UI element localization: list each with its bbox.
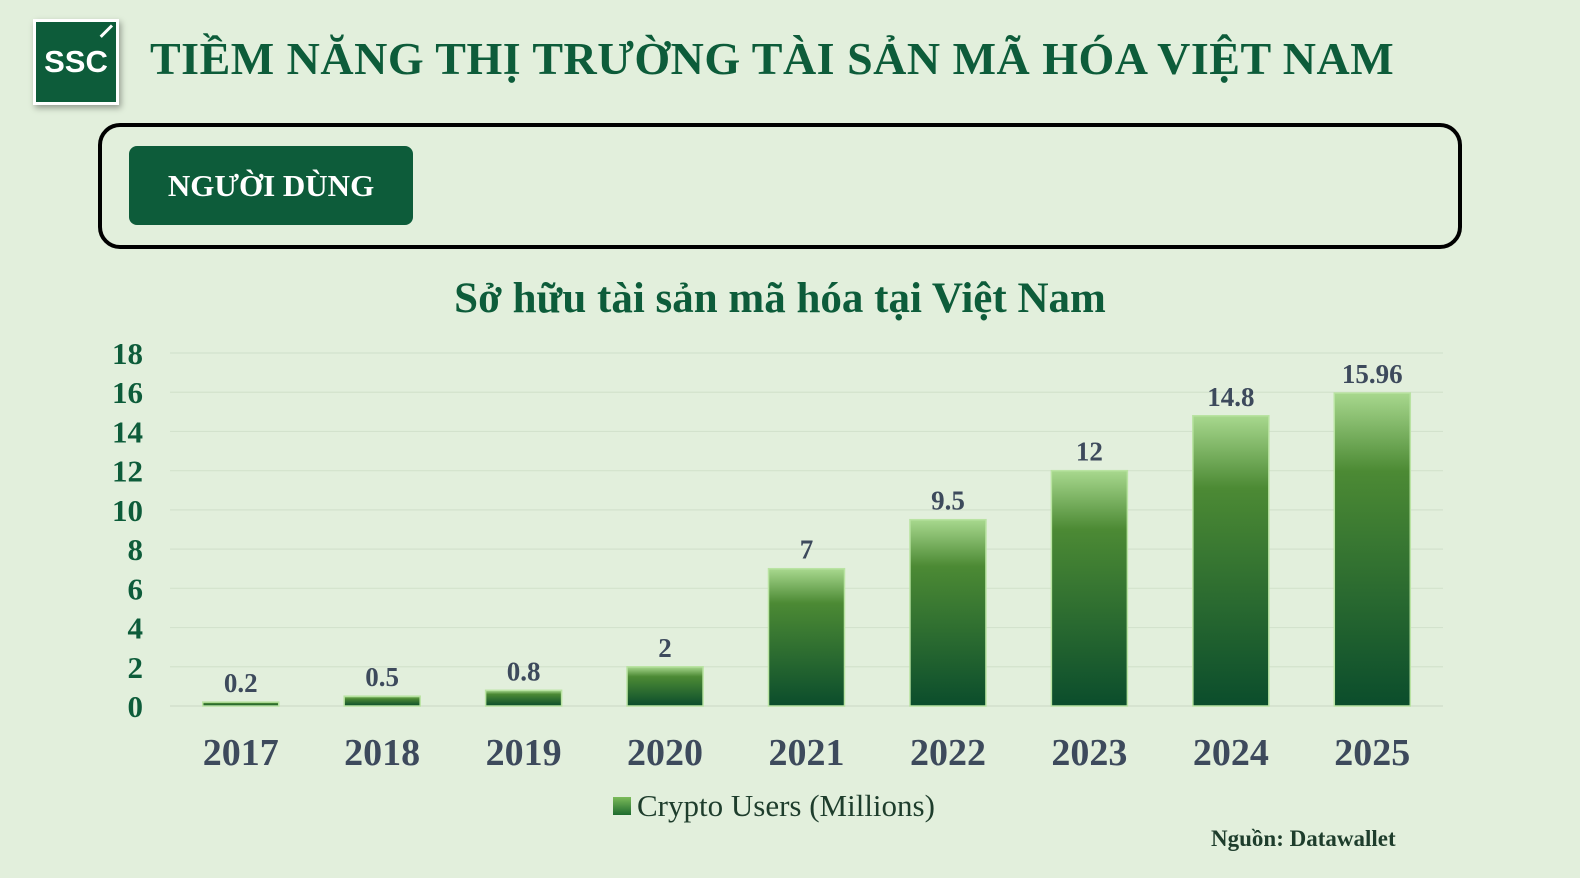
x-tick-label-2019: 2019 [486,732,562,774]
x-tick-label-2021: 2021 [769,732,845,774]
bar-2022 [909,518,987,707]
legend-label: Crypto Users (Millions) [637,788,935,823]
data-labels: 0.2 0.5 0.8 2 7 9.5 12 14.8 15.96 [224,359,1403,698]
bar-2025 [1333,392,1412,707]
y-tick-label: 4 [128,611,144,646]
data-label-2022: 9.5 [931,486,965,516]
y-tick-label: 6 [128,571,144,606]
y-axis-ticks: 0 2 4 6 8 10 12 14 16 18 [112,336,143,724]
chart-legend: Crypto Users (Millions) [613,788,935,824]
x-tick-label-2023: 2023 [1051,732,1127,774]
y-tick-label: 10 [112,493,143,528]
bar-2017 [201,701,280,707]
x-tick-label-2022: 2022 [910,732,986,774]
y-tick-label: 2 [128,650,144,685]
data-label-2020: 2 [658,633,672,663]
x-tick-label-2017: 2017 [203,732,279,774]
source-note: Nguồn: Datawallet [1211,826,1396,851]
x-tick-label-2025: 2025 [1334,732,1410,774]
data-label-2019: 0.8 [507,656,541,686]
y-tick-label: 8 [128,532,144,567]
y-tick-label: 18 [112,336,143,371]
bar-2020 [626,666,704,707]
bar-2018 [343,695,421,707]
chart-title: Sở hữu tài sản mã hóa tại Việt Nam [454,275,1106,322]
x-tick-label-2018: 2018 [344,732,420,774]
y-tick-label: 16 [112,375,143,410]
section-header-box [98,123,1462,249]
data-label-2024: 14.8 [1207,382,1254,412]
data-label-2021: 7 [800,535,814,565]
bar-2021 [767,567,846,707]
section-tab-users: NGƯỜI DÙNG [129,146,413,225]
bar-2019 [484,689,563,707]
x-tick-label-2020: 2020 [627,732,703,774]
y-tick-label: 12 [112,454,143,489]
bar-2024 [1192,415,1270,707]
ssc-logo: SSC [33,19,119,105]
data-label-2023: 12 [1076,437,1103,467]
logo-text: SSC [44,44,108,79]
page-title: TIỀM NĂNG THỊ TRƯỜNG TÀI SẢN MÃ HÓA VIỆT… [150,33,1395,84]
bar-2023 [1050,469,1129,707]
y-tick-label: 14 [112,414,143,449]
data-label-2025: 15.96 [1342,359,1403,389]
legend-swatch [613,797,631,815]
bars [201,392,1412,707]
data-label-2017: 0.2 [224,668,258,698]
y-tick-label: 0 [128,689,144,724]
x-axis-ticks: 2017 2018 2019 2020 2021 2022 2023 2024 2025 [203,732,1411,774]
x-tick-label-2024: 2024 [1193,732,1269,774]
data-label-2018: 0.5 [365,662,399,692]
